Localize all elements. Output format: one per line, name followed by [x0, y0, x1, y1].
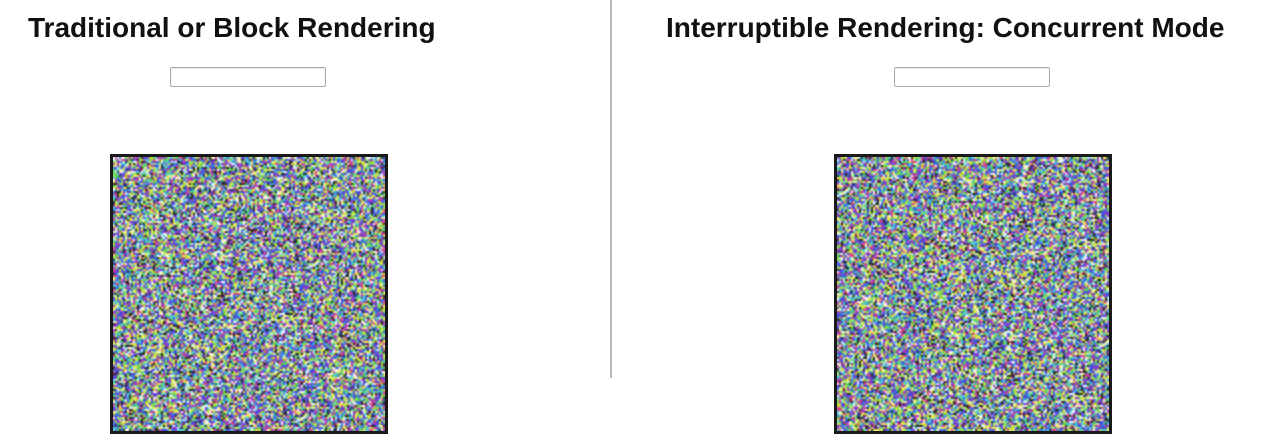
block-rendering-input[interactable]	[170, 67, 326, 87]
block-rendering-noise-canvas	[113, 157, 385, 431]
concurrent-mode-title: Interruptible Rendering: Concurrent Mode	[666, 12, 1225, 43]
concurrent-mode-panel: Interruptible Rendering: Concurrent Mode	[648, 0, 1286, 440]
block-rendering-title: Traditional or Block Rendering	[28, 12, 436, 43]
concurrent-mode-input[interactable]	[894, 67, 1050, 87]
concurrent-mode-visualization	[834, 154, 1112, 434]
concurrent-mode-noise-canvas	[837, 157, 1109, 431]
panel-divider	[610, 0, 612, 378]
block-rendering-visualization	[110, 154, 388, 434]
block-rendering-panel: Traditional or Block Rendering	[0, 0, 600, 440]
